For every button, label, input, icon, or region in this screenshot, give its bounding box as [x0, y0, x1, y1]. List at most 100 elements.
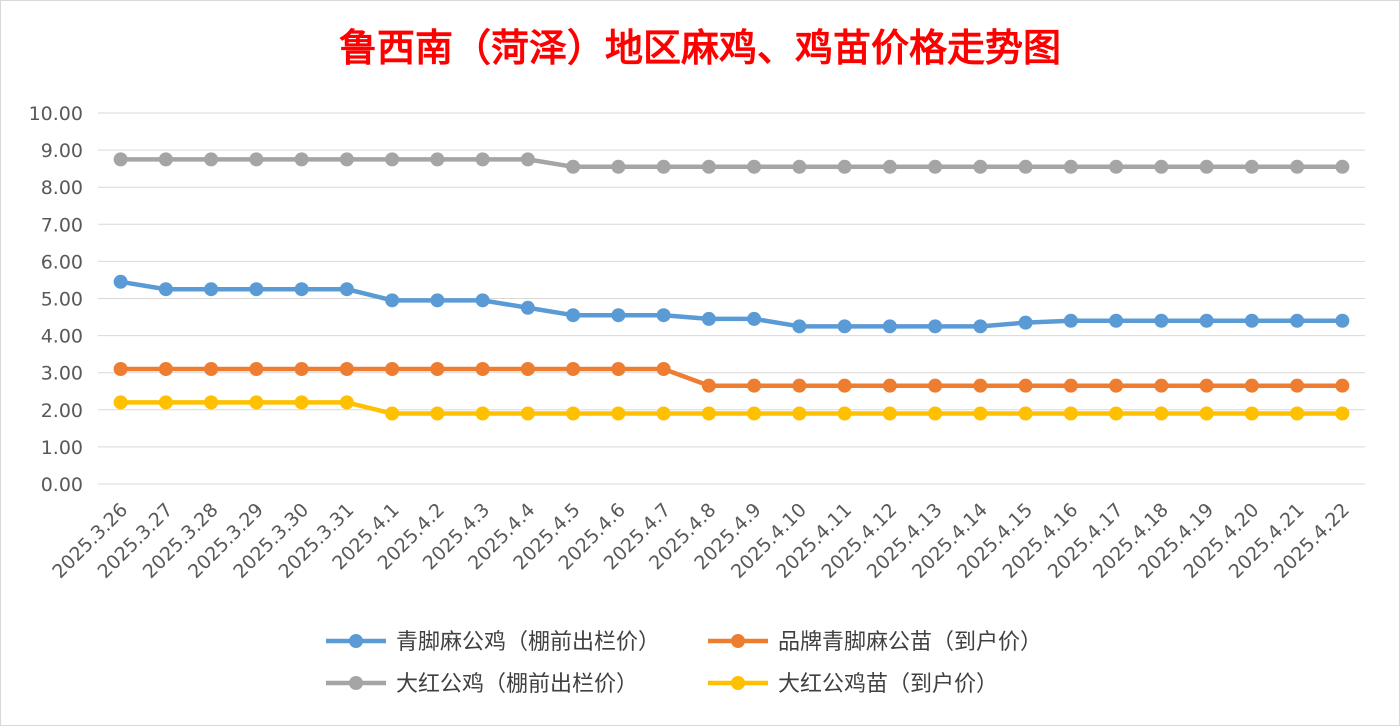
data-point [113, 274, 128, 289]
data-point [249, 282, 264, 297]
data-point [747, 311, 762, 326]
data-point [792, 378, 807, 393]
data-point [1109, 159, 1124, 174]
data-point [611, 159, 626, 174]
data-point [1154, 378, 1169, 393]
data-point [837, 159, 852, 174]
data-point [928, 406, 943, 421]
data-point [928, 319, 943, 334]
series-3 [113, 152, 1350, 174]
data-point [249, 152, 264, 167]
legend-label: 大红公鸡（棚前出栏价） [396, 672, 638, 697]
data-point [385, 152, 400, 167]
data-point [1109, 406, 1124, 421]
data-point [294, 152, 309, 167]
data-point [113, 361, 128, 376]
data-point [973, 406, 988, 421]
data-point [1154, 313, 1169, 328]
data-point [1063, 406, 1078, 421]
y-tick-label: 0.00 [41, 474, 83, 496]
data-point [158, 361, 173, 376]
series-4 [113, 395, 1350, 421]
data-point [430, 293, 445, 308]
data-point [1154, 406, 1169, 421]
data-point [837, 378, 852, 393]
data-point [339, 152, 354, 167]
data-point [385, 406, 400, 421]
data-point [1154, 159, 1169, 174]
data-point [837, 406, 852, 421]
data-point [1290, 313, 1305, 328]
legend-item: 大红公鸡（棚前出栏价） [326, 672, 638, 697]
series-line [118, 400, 1345, 416]
data-point [475, 406, 490, 421]
data-point [1199, 378, 1214, 393]
y-tick-label: 10.00 [29, 103, 83, 125]
data-point [882, 378, 897, 393]
data-point [385, 361, 400, 376]
data-point [566, 159, 581, 174]
data-point [249, 361, 264, 376]
legend-label: 品牌青脚麻公苗（到户价） [778, 630, 1042, 655]
data-point [1199, 406, 1214, 421]
legend-swatch-marker [349, 676, 363, 690]
legend-label: 青脚麻公鸡（棚前出栏价） [396, 630, 660, 655]
data-point [1290, 378, 1305, 393]
data-point [1335, 313, 1350, 328]
gridlines [98, 112, 1365, 485]
data-point [701, 159, 716, 174]
data-point [1244, 313, 1259, 328]
data-point [430, 152, 445, 167]
data-point [1290, 406, 1305, 421]
data-point [294, 395, 309, 410]
data-point [1335, 378, 1350, 393]
data-point [882, 406, 897, 421]
data-point [747, 159, 762, 174]
data-point [204, 395, 219, 410]
data-point [1018, 315, 1033, 330]
y-tick-label: 2.00 [41, 400, 83, 422]
data-point [1335, 406, 1350, 421]
data-point [204, 152, 219, 167]
y-tick-label: 9.00 [41, 140, 83, 162]
data-point [928, 159, 943, 174]
data-point [475, 361, 490, 376]
data-point [656, 406, 671, 421]
data-point [158, 152, 173, 167]
data-point [1018, 378, 1033, 393]
y-tick-label: 3.00 [41, 363, 83, 385]
data-point [430, 361, 445, 376]
data-point [747, 406, 762, 421]
data-point [158, 282, 173, 297]
data-point [1018, 406, 1033, 421]
data-point [1063, 159, 1078, 174]
data-point [973, 378, 988, 393]
data-point [430, 406, 445, 421]
legend: 青脚麻公鸡（棚前出栏价） 品牌青脚麻公苗（到户价） 大红公鸡（棚前出栏价） 大红公鸡苗… [326, 630, 1042, 697]
y-axis-ticks: 0.00 1.00 2.00 3.00 4.00 5.00 6.00 7.00 8.00 9.00… [29, 103, 83, 496]
data-point [973, 159, 988, 174]
data-point [882, 159, 897, 174]
data-point [701, 406, 716, 421]
data-point [1335, 159, 1350, 174]
data-point [747, 378, 762, 393]
data-point [475, 293, 490, 308]
y-tick-label: 7.00 [41, 214, 83, 236]
data-point [566, 406, 581, 421]
data-point [385, 293, 400, 308]
data-point [1244, 378, 1259, 393]
data-point [656, 361, 671, 376]
legend-label: 大红公鸡苗（到户价） [778, 672, 998, 697]
x-axis-ticks: 2025.3.262025.3.272025.3.282025.3.292025… [48, 499, 1354, 583]
data-point [611, 308, 626, 323]
y-tick-label: 1.00 [41, 437, 83, 459]
series-lines [113, 152, 1350, 421]
data-point [973, 319, 988, 334]
data-point [792, 319, 807, 334]
data-point [113, 152, 128, 167]
data-point [520, 361, 535, 376]
data-point [113, 395, 128, 410]
chart-title: 鲁西南（菏泽）地区麻鸡、鸡苗价格走势图 [339, 25, 1061, 70]
data-point [1018, 159, 1033, 174]
